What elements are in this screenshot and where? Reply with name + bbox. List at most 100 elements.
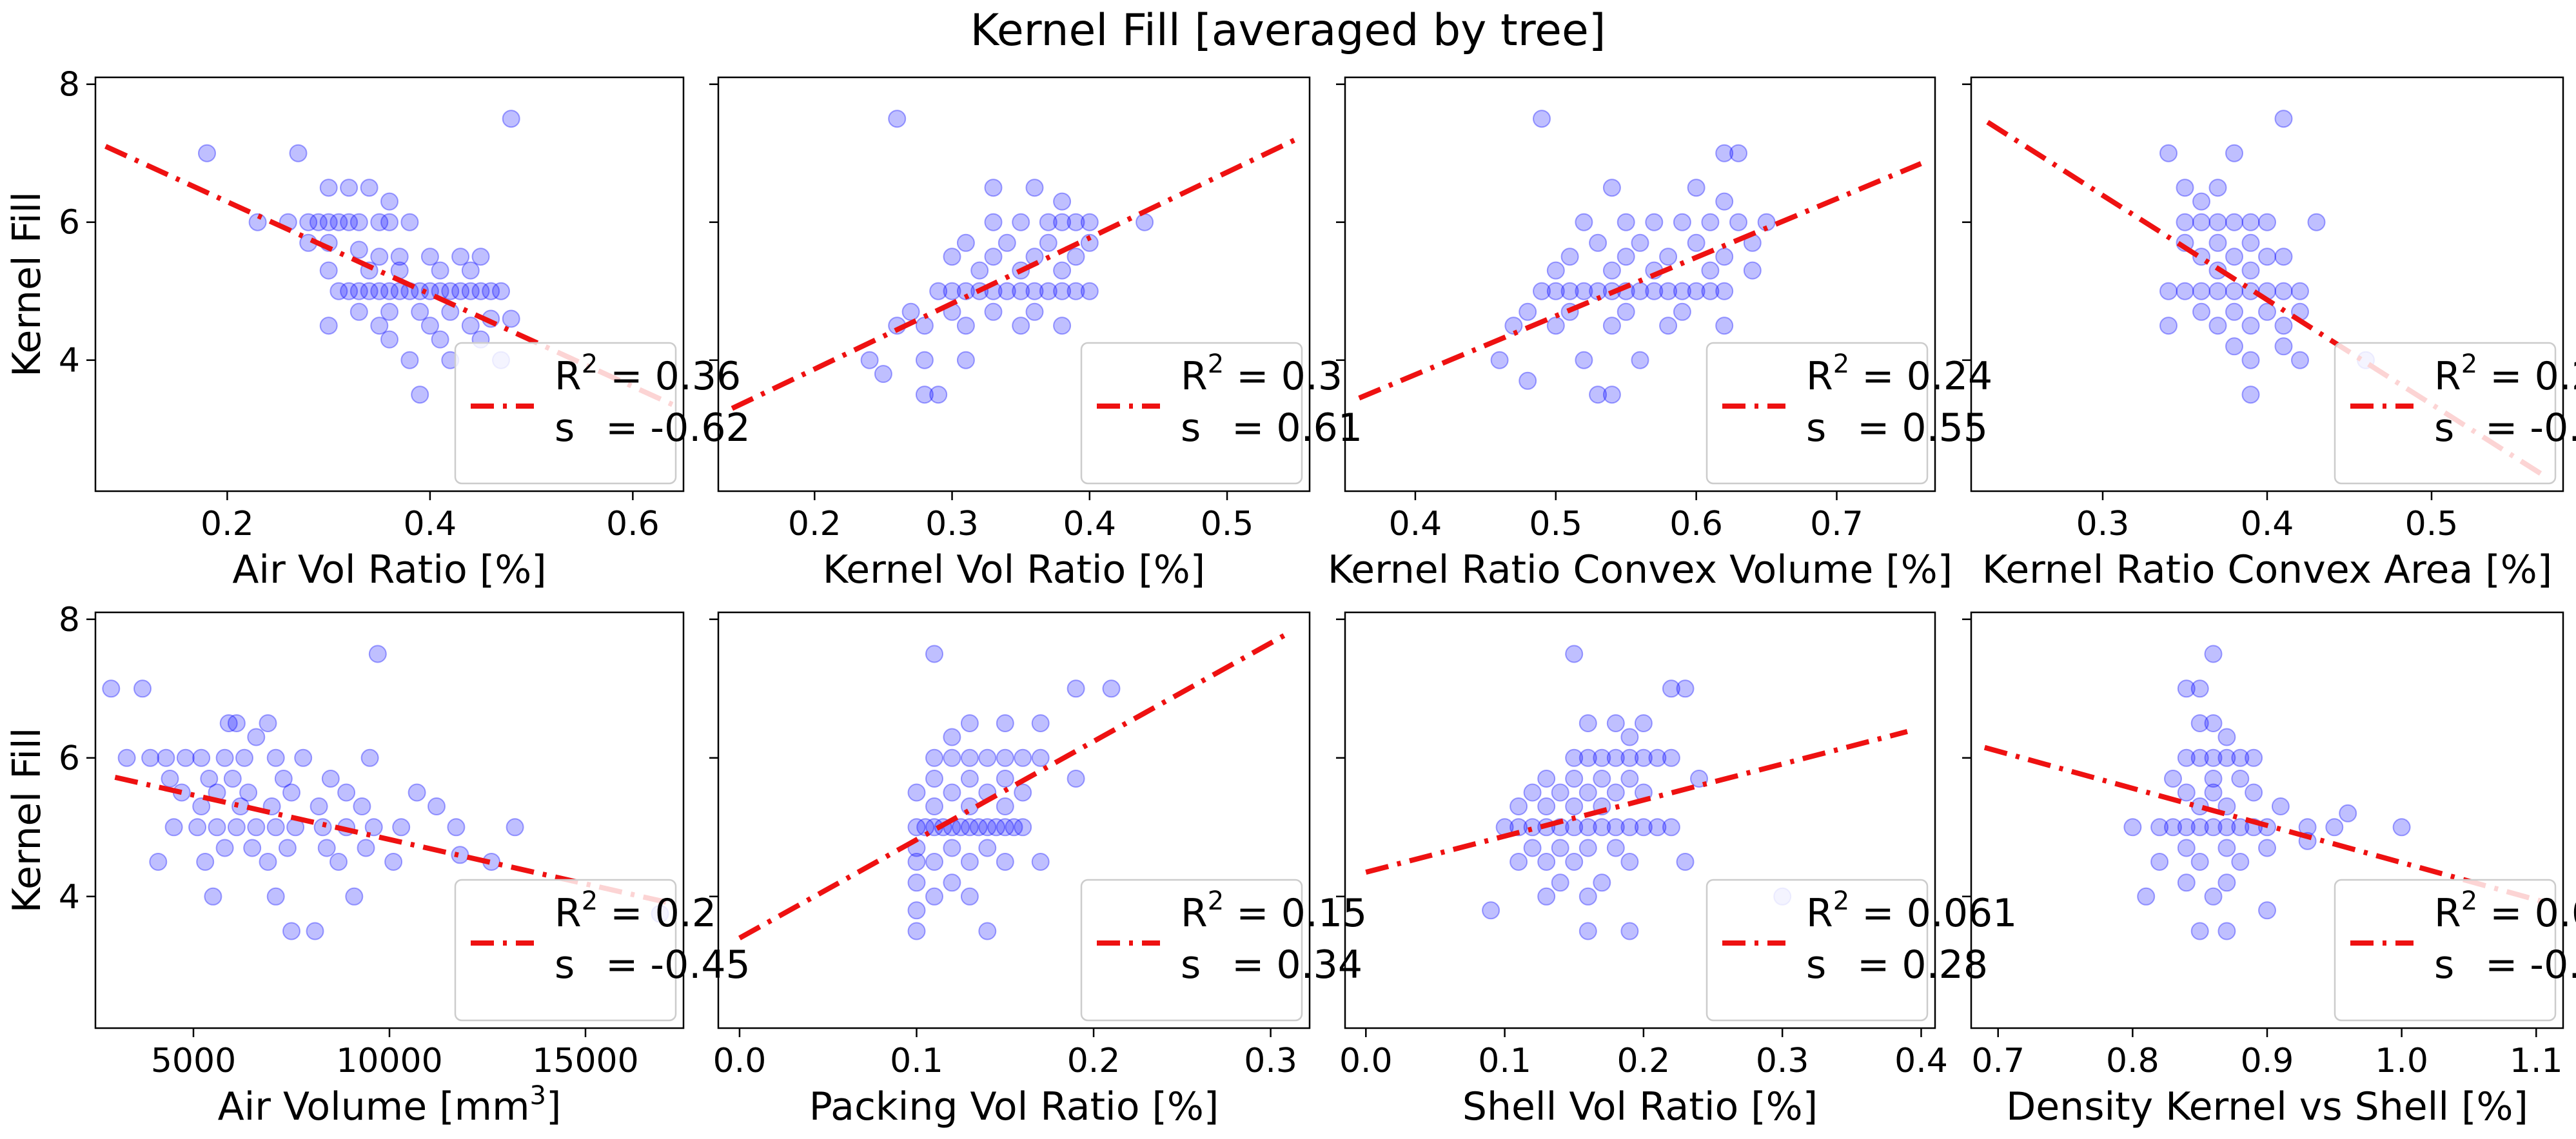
data-point — [2307, 213, 2326, 231]
data-point — [1578, 887, 1597, 906]
data-point — [380, 282, 398, 300]
x-axis-label: Packing Vol Ratio [%] — [809, 1084, 1219, 1129]
data-point — [1031, 748, 1050, 767]
data-point — [984, 248, 1003, 266]
data-point — [984, 302, 1003, 321]
data-point — [1593, 818, 1611, 837]
data-point — [157, 748, 175, 767]
x-tick-label: 0.4 — [1894, 1042, 1948, 1080]
data-point — [1560, 282, 1579, 300]
data-point — [2123, 818, 2142, 837]
data-point — [319, 213, 338, 231]
data-point — [235, 748, 253, 767]
data-point — [1715, 248, 1734, 266]
data-point — [925, 645, 943, 663]
y-tick-label: 4 — [59, 878, 80, 917]
data-point — [2192, 213, 2210, 231]
data-point — [969, 818, 988, 837]
data-point — [239, 783, 258, 802]
data-point — [1676, 679, 1695, 698]
data-point — [400, 213, 419, 231]
data-point — [1676, 853, 1695, 871]
legend-r2-value: = 0.3 — [1224, 354, 1342, 399]
data-point — [916, 818, 935, 837]
x-tick-label: 0.3 — [1244, 1042, 1297, 1080]
data-point — [360, 748, 379, 767]
data-point — [1715, 192, 1734, 211]
data-point — [1701, 282, 1720, 300]
data-point — [996, 797, 1014, 815]
data-point — [943, 748, 961, 767]
data-point — [360, 179, 379, 197]
data-point — [1648, 748, 1667, 767]
data-point — [248, 213, 267, 231]
data-point — [2208, 179, 2227, 197]
data-point — [317, 839, 336, 857]
data-point — [370, 316, 389, 335]
data-point — [451, 282, 470, 300]
data-point — [1565, 645, 1584, 663]
legend-r2-text: R2 = 0.061 — [1806, 886, 2017, 936]
data-point — [2159, 144, 2178, 162]
data-point — [1551, 873, 1569, 892]
data-point — [956, 282, 975, 300]
data-point — [943, 839, 961, 857]
data-point — [384, 853, 403, 871]
data-point — [1659, 316, 1678, 335]
axes-frame — [94, 76, 685, 492]
data-point — [1606, 748, 1625, 767]
regression-line — [738, 630, 1290, 940]
data-point — [1648, 818, 1667, 837]
legend-r2-text: R2 = 0.22 — [2434, 349, 2576, 399]
data-point — [1523, 783, 1542, 802]
data-point — [247, 818, 266, 837]
data-point — [1715, 144, 1734, 162]
regression-line — [104, 144, 674, 407]
data-point — [502, 110, 520, 128]
data-point — [1634, 818, 1653, 837]
data-point — [357, 839, 375, 857]
data-point — [1551, 783, 1569, 802]
data-point — [1519, 302, 1537, 321]
legend-r2-superscript: 2 — [2461, 886, 2477, 916]
data-point — [970, 261, 989, 280]
x-tick-label: 0.3 — [2076, 505, 2130, 543]
data-point — [1617, 248, 1635, 266]
data-point — [329, 213, 348, 231]
legend-slope-text: s = 0.34 — [1181, 942, 1362, 988]
data-point — [1578, 839, 1597, 857]
data-point — [471, 282, 490, 300]
data-point — [392, 818, 411, 837]
x-tick-label: 0.0 — [1339, 1042, 1393, 1080]
legend-r2-value: = 0.36 — [598, 354, 741, 399]
data-point — [956, 316, 975, 335]
data-point — [2208, 233, 2227, 252]
data-point — [1067, 282, 1085, 300]
data-point — [956, 233, 975, 252]
data-point — [340, 179, 359, 197]
data-point — [364, 818, 383, 837]
legend-r2-text: R2 = 0.36 — [555, 349, 741, 399]
data-point — [321, 770, 340, 788]
data-point — [319, 316, 338, 335]
data-point — [329, 853, 348, 871]
data-point — [2192, 282, 2210, 300]
data-point — [451, 248, 470, 266]
data-point — [1620, 818, 1639, 837]
x-tick-label: 0.5 — [1201, 505, 1254, 543]
data-point — [925, 748, 943, 767]
data-point — [259, 853, 277, 871]
data-point — [1687, 282, 1706, 300]
data-point — [380, 302, 398, 321]
data-point — [1662, 748, 1680, 767]
data-point — [188, 818, 207, 837]
subplot-2: 0.2 0.3 0.4 0.5 Kernel Vol Ratio [%] R2 = 0.3… — [709, 76, 1362, 592]
data-point — [2204, 783, 2223, 802]
data-point — [1504, 316, 1523, 335]
data-point — [1509, 797, 1528, 815]
x-tick-label: 5000 — [151, 1042, 236, 1080]
data-point — [208, 818, 226, 837]
data-point — [2190, 714, 2209, 732]
data-point — [2177, 873, 2196, 892]
